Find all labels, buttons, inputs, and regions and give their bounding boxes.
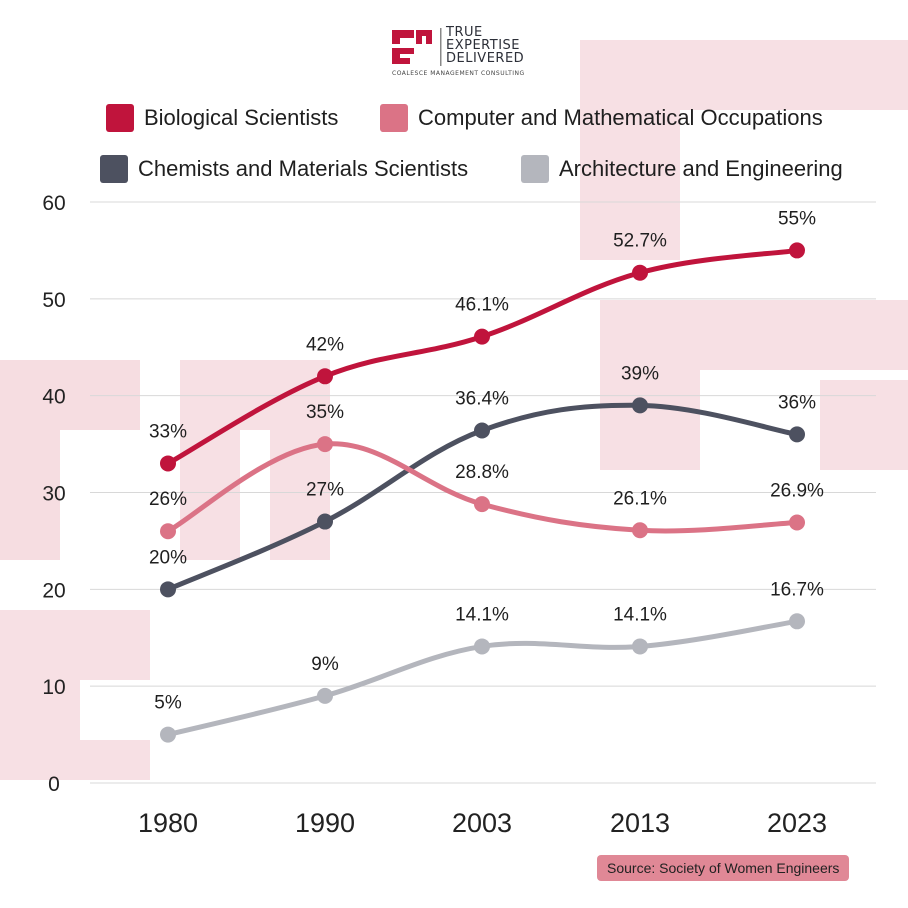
- data-label-biological: 52.7%: [613, 231, 667, 252]
- data-label-biological: 55%: [778, 208, 816, 229]
- series-line-architecture: [165, 618, 800, 738]
- legend-label-biological: Biological Scientists: [144, 105, 339, 130]
- source-note: Source: Society of Women Engineers: [597, 855, 850, 881]
- y-tick-label: 60: [42, 192, 65, 215]
- data-label-biological: 33%: [149, 421, 187, 442]
- y-tick-label: 30: [42, 483, 65, 506]
- data-point-architecture: [474, 638, 490, 655]
- data-point-chemists: [317, 513, 333, 530]
- legend-swatch-computer: [380, 104, 408, 132]
- company-logo: [392, 28, 442, 66]
- data-label-architecture: 14.1%: [455, 604, 509, 625]
- legend-item-architecture: Architecture and Engineering: [521, 155, 843, 183]
- data-point-biological: [160, 455, 176, 472]
- data-label-computer: 35%: [306, 402, 344, 423]
- y-tick-label: 0: [48, 773, 60, 796]
- data-label-architecture: 14.1%: [613, 604, 667, 625]
- logo-tagline-line-3: DELIVERED: [446, 51, 525, 66]
- data-label-computer: 28.8%: [455, 462, 509, 483]
- data-point-biological: [789, 242, 805, 259]
- data-point-computer: [789, 514, 805, 531]
- legend-swatch-biological: [106, 104, 134, 132]
- data-label-biological: 42%: [306, 334, 344, 355]
- data-point-computer: [317, 436, 333, 453]
- data-point-chemists: [474, 422, 490, 439]
- logo-tagline-line-1: TRUE: [446, 25, 483, 40]
- data-point-chemists: [160, 581, 176, 598]
- legend-item-chemists: Chemists and Materials Scientists: [100, 155, 468, 183]
- data-label-chemists: 36%: [778, 392, 816, 413]
- data-point-architecture: [789, 613, 805, 630]
- legend-label-computer: Computer and Mathematical Occupations: [418, 105, 823, 130]
- x-tick-label: 2023: [767, 808, 827, 838]
- legend-label-chemists: Chemists and Materials Scientists: [138, 156, 469, 181]
- logo-tagline: TRUE EXPERTISE DELIVERED: [446, 26, 524, 65]
- data-point-biological: [474, 328, 490, 345]
- data-label-computer: 26.9%: [770, 481, 824, 502]
- data-label-computer: 26.1%: [613, 488, 667, 509]
- logo-company-name: COALESCE MANAGEMENT CONSULTING: [392, 70, 525, 77]
- data-label-computer: 26%: [149, 489, 187, 510]
- legend-item-biological: Biological Scientists: [106, 104, 338, 132]
- data-point-biological: [632, 264, 648, 281]
- x-tick-label: 1980: [138, 808, 198, 838]
- y-tick-label: 20: [42, 579, 65, 602]
- data-point-biological: [317, 368, 333, 385]
- legend-swatch-chemists: [100, 155, 128, 183]
- data-label-architecture: 9%: [311, 654, 339, 675]
- y-tick-label: 50: [42, 289, 65, 312]
- data-point-computer: [632, 522, 648, 539]
- data-label-chemists: 39%: [621, 363, 659, 384]
- y-tick-label: 10: [42, 676, 65, 699]
- data-point-architecture: [317, 687, 333, 704]
- x-tick-label: 1990: [295, 808, 355, 838]
- data-point-architecture: [160, 726, 176, 743]
- data-label-biological: 46.1%: [455, 295, 509, 316]
- data-label-chemists: 20%: [149, 547, 187, 568]
- data-point-computer: [474, 496, 490, 513]
- legend-item-computer: Computer and Mathematical Occupations: [380, 104, 823, 132]
- legend-label-architecture: Architecture and Engineering: [559, 156, 843, 181]
- series-line-computer: [165, 441, 800, 534]
- data-label-chemists: 36.4%: [455, 389, 509, 410]
- data-label-architecture: 16.7%: [770, 579, 824, 600]
- y-tick-label: 40: [42, 386, 65, 409]
- data-point-architecture: [632, 638, 648, 655]
- logo-tagline-line-2: EXPERTISE: [446, 38, 521, 53]
- data-label-architecture: 5%: [154, 693, 182, 714]
- x-tick-label: 2003: [452, 808, 512, 838]
- legend-swatch-architecture: [521, 155, 549, 183]
- x-tick-label: 2013: [610, 808, 670, 838]
- data-point-chemists: [632, 397, 648, 414]
- data-label-chemists: 27%: [306, 480, 344, 501]
- data-point-computer: [160, 523, 176, 540]
- data-point-chemists: [789, 426, 805, 443]
